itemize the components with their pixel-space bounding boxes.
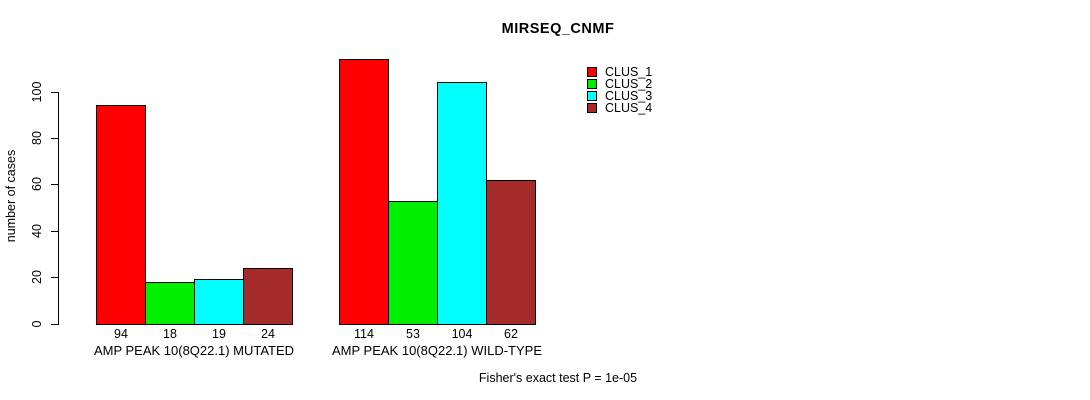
bar-CLUS_3	[437, 82, 487, 325]
y-axis-tick-label: 60	[30, 177, 44, 191]
bar-value-label: 53	[406, 327, 420, 341]
bar-CLUS_1	[96, 105, 146, 325]
legend-item: CLUS_1	[587, 66, 652, 78]
y-axis-title: number of cases	[4, 149, 18, 243]
bar-CLUS_2	[388, 201, 438, 325]
bar-CLUS_3	[194, 279, 244, 325]
legend-color-swatch-CLUS_4	[587, 103, 597, 113]
legend-label: CLUS_3	[605, 89, 653, 103]
bar-value-label: 62	[504, 327, 518, 341]
bar-value-label: 104	[451, 327, 473, 341]
chart-title: MIRSEQ_CNMF	[501, 21, 615, 37]
y-axis-tick	[51, 277, 59, 278]
legend-item: CLUS_4	[587, 102, 652, 114]
y-axis-tick-label: 20	[30, 270, 44, 284]
y-axis-tick-label: 0	[30, 320, 44, 328]
group-label: AMP PEAK 10(8Q22.1) MUTATED	[93, 343, 295, 358]
bar-CLUS_2	[145, 282, 195, 325]
bar-value-label: 114	[354, 327, 374, 341]
y-axis-tick	[51, 184, 59, 185]
y-axis-tick	[51, 231, 59, 232]
legend-color-swatch-CLUS_2	[587, 79, 597, 89]
bar-value-label: 18	[163, 327, 177, 341]
bar-CLUS_1	[339, 59, 389, 325]
y-axis-tick	[51, 92, 59, 93]
bar-CLUS_4	[486, 180, 536, 325]
bar-value-label: 94	[114, 327, 128, 341]
legend-label: CLUS_2	[605, 77, 653, 91]
legend-color-swatch-CLUS_3	[587, 91, 597, 101]
y-axis-tick-label: 40	[30, 224, 44, 238]
group-label: AMP PEAK 10(8Q22.1) WILD-TYPE	[332, 343, 542, 358]
y-axis-tick-label: 80	[30, 131, 44, 145]
y-axis-line	[58, 92, 59, 324]
y-axis-tick	[51, 324, 59, 325]
legend-item: CLUS_3	[587, 90, 652, 102]
legend-label: CLUS_1	[605, 65, 653, 79]
y-axis-tick	[51, 138, 59, 139]
legend-color-swatch-CLUS_1	[587, 67, 597, 77]
bar-value-label: 19	[212, 327, 226, 341]
fisher-test-annotation: Fisher's exact test P = 1e-05	[478, 371, 638, 385]
legend-item: CLUS_2	[587, 78, 652, 90]
y-axis-tick-label: 100	[30, 81, 44, 103]
legend-label: CLUS_4	[605, 101, 653, 115]
bar-CLUS_4	[243, 268, 293, 325]
bar-value-label: 24	[261, 327, 275, 341]
